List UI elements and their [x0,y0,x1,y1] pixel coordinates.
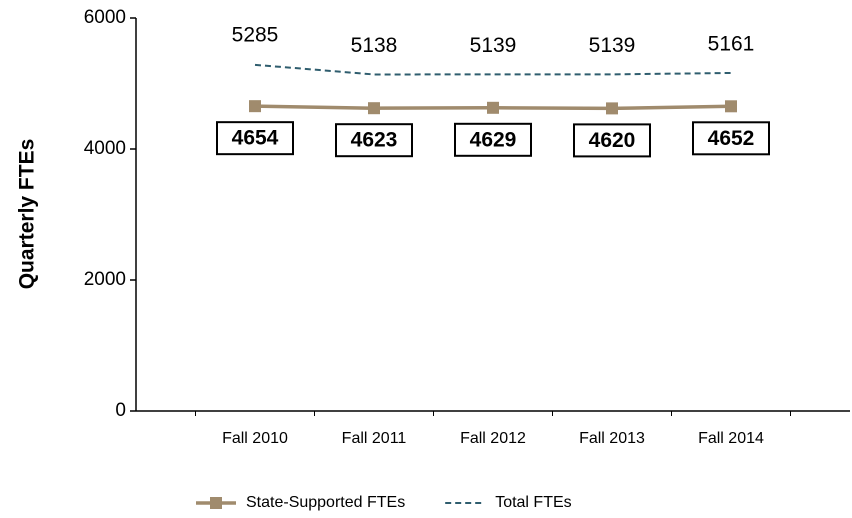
y-tick-label: 0 [115,400,126,421]
marker [725,100,737,113]
legend-marker [210,497,222,509]
x-tick-label: Fall 2010 [222,430,288,447]
data-label: 4652 [708,127,755,150]
data-label: 5139 [470,34,517,57]
marker [249,100,261,113]
data-label: 4623 [351,129,398,152]
x-tick-label: Fall 2013 [579,430,645,447]
data-label: 4620 [589,129,636,152]
line [254,63,732,76]
y-tick-label: 4000 [84,138,126,159]
marker [368,102,380,115]
legend-label: State-Supported FTEs [246,494,405,511]
data-label: 4654 [232,127,279,150]
x-tick-label: Fall 2012 [460,430,526,447]
y-axis-label: Quarterly FTEs [16,139,39,290]
marker [487,101,499,114]
marker [606,102,618,115]
legend-label: Total FTEs [495,494,571,511]
data-label: 4629 [470,128,517,151]
label-box [216,121,294,156]
label-box [573,123,651,158]
x-tick-label: Fall 2011 [342,430,407,447]
data-label: 5285 [232,23,279,46]
x-tick-label: Fall 2014 [698,430,764,447]
label-box [692,121,770,156]
label-box [335,123,413,158]
data-label: 5138 [351,34,398,57]
data-label: 5161 [708,33,755,56]
y-tick-label: 2000 [84,269,126,290]
label-box [454,122,532,157]
data-label: 5139 [589,34,636,57]
y-tick-label: 6000 [84,7,126,28]
